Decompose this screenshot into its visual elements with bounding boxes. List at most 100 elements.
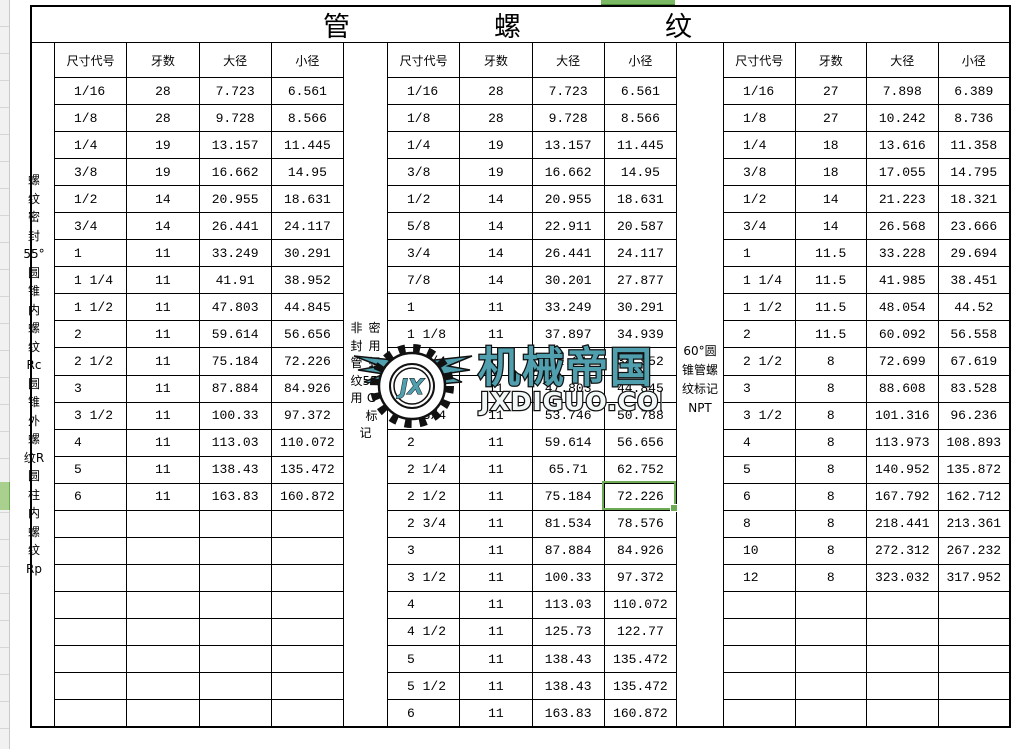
left-data-cell[interactable]: 87.884 <box>199 376 271 403</box>
left-data-cell[interactable]: 19 <box>127 132 199 160</box>
left-data-cell[interactable]: 2 1/2 <box>55 348 127 376</box>
middle-header-cell[interactable]: 小径 <box>604 43 676 78</box>
right-empty-cell[interactable] <box>795 646 866 674</box>
middle-data-cell[interactable]: 97.372 <box>604 565 676 592</box>
right-empty-cell[interactable] <box>795 619 866 646</box>
left-data-cell[interactable]: 11 <box>127 267 199 295</box>
left-data-cell[interactable]: 11 <box>127 430 199 457</box>
right-data-cell[interactable]: 1/8 <box>724 105 795 133</box>
right-empty-cell[interactable] <box>938 619 1009 646</box>
left-empty-cell[interactable] <box>271 538 343 565</box>
middle-data-cell[interactable]: 13.157 <box>532 132 604 160</box>
middle-data-cell[interactable]: 163.83 <box>544 705 592 721</box>
middle-data-cell[interactable]: 20.587 <box>604 213 676 241</box>
right-data-cell[interactable]: 8 <box>795 376 866 403</box>
right-data-cell[interactable]: 18.321 <box>938 186 1009 214</box>
middle-data-cell[interactable]: 47.803 <box>532 376 604 403</box>
right-data-cell[interactable]: 267.232 <box>938 538 1009 565</box>
middle-data-cell[interactable]: 135.472 <box>604 646 676 674</box>
left-data-cell[interactable]: 11 <box>127 403 199 430</box>
right-data-cell[interactable]: 1 <box>724 240 795 268</box>
left-empty-cell[interactable] <box>55 511 127 538</box>
right-data-cell[interactable]: 8 <box>795 565 866 592</box>
left-empty-cell[interactable] <box>55 700 126 726</box>
left-empty-cell[interactable] <box>271 646 343 674</box>
middle-data-cell[interactable]: 160.872 <box>613 705 668 721</box>
middle-data-cell[interactable]: 33.249 <box>532 294 604 322</box>
left-data-cell[interactable]: 75.184 <box>199 348 271 376</box>
left-data-cell[interactable]: 16.662 <box>199 159 271 187</box>
right-empty-cell[interactable] <box>724 646 795 674</box>
left-data-cell[interactable]: 14.95 <box>271 159 343 187</box>
right-data-cell[interactable]: 14 <box>795 213 866 241</box>
right-data-cell[interactable]: 323.032 <box>867 565 938 592</box>
left-empty-cell[interactable] <box>199 592 271 619</box>
middle-data-cell[interactable]: 53.746 <box>532 403 604 430</box>
left-data-cell[interactable]: 56.656 <box>271 321 343 349</box>
right-empty-cell[interactable] <box>867 646 938 674</box>
right-data-cell[interactable]: 8 <box>724 511 795 538</box>
left-empty-cell[interactable] <box>127 592 199 619</box>
right-data-cell[interactable]: 83.528 <box>938 376 1009 403</box>
middle-data-cell[interactable]: 5 1/2 <box>388 673 460 701</box>
left-data-cell[interactable]: 84.926 <box>271 376 343 403</box>
left-data-cell[interactable]: 4 <box>55 430 127 457</box>
right-data-cell[interactable]: 135.872 <box>938 457 1009 484</box>
left-empty-cell[interactable] <box>271 592 343 619</box>
left-empty-cell[interactable] <box>127 511 199 538</box>
middle-data-cell[interactable]: 11 <box>460 457 532 484</box>
right-data-cell[interactable]: 140.952 <box>867 457 938 484</box>
right-data-cell[interactable]: 38.451 <box>938 267 1009 295</box>
middle-data-cell[interactable]: 81.534 <box>532 511 604 538</box>
right-empty-cell[interactable] <box>795 592 866 619</box>
left-data-cell[interactable]: 138.43 <box>199 457 271 484</box>
right-data-cell[interactable]: 48.054 <box>867 294 938 322</box>
middle-data-cell[interactable]: 11 <box>460 376 532 403</box>
right-data-cell[interactable]: 18 <box>795 159 866 187</box>
right-data-cell[interactable]: 2 1/2 <box>724 348 795 376</box>
left-data-cell[interactable]: 163.83 <box>199 484 271 511</box>
right-data-cell[interactable]: 60.092 <box>867 321 938 349</box>
left-data-cell[interactable]: 14 <box>127 213 199 241</box>
right-empty-cell[interactable] <box>724 592 795 619</box>
right-data-cell[interactable]: 3/8 <box>724 159 795 187</box>
right-data-cell[interactable]: 96.236 <box>938 403 1009 430</box>
right-empty-cell[interactable] <box>939 700 1010 726</box>
right-data-cell[interactable]: 1/16 <box>724 78 795 106</box>
middle-data-cell[interactable]: 34.939 <box>604 321 676 349</box>
middle-data-cell[interactable]: 59.614 <box>532 430 604 457</box>
left-data-cell[interactable]: 28 <box>127 78 199 106</box>
middle-data-cell[interactable]: 84.926 <box>604 538 676 565</box>
middle-header-cell[interactable]: 牙数 <box>460 43 532 78</box>
right-data-cell[interactable]: 108.893 <box>938 430 1009 457</box>
right-data-cell[interactable]: 3 <box>724 376 795 403</box>
middle-data-cell[interactable]: 14 <box>460 213 532 241</box>
right-data-cell[interactable]: 6 <box>724 484 795 511</box>
middle-data-cell[interactable]: 50.788 <box>604 403 676 430</box>
left-data-cell[interactable]: 100.33 <box>199 403 271 430</box>
middle-data-cell[interactable]: 24.117 <box>604 240 676 268</box>
right-data-cell[interactable]: 8 <box>795 511 866 538</box>
left-data-cell[interactable]: 1 1/2 <box>55 294 127 322</box>
right-data-cell[interactable]: 162.712 <box>938 484 1009 511</box>
left-empty-cell[interactable] <box>55 646 127 674</box>
left-data-cell[interactable]: 1 1/4 <box>55 267 127 295</box>
left-data-cell[interactable]: 11 <box>127 294 199 322</box>
middle-data-cell[interactable]: 26.441 <box>532 240 604 268</box>
right-empty-cell[interactable] <box>867 619 938 646</box>
right-data-cell[interactable]: 8 <box>795 348 866 376</box>
right-empty-cell[interactable] <box>938 646 1009 674</box>
right-empty-cell[interactable] <box>795 673 866 701</box>
middle-data-cell[interactable]: 11 <box>460 321 532 349</box>
middle-data-cell[interactable]: 72.226 <box>604 484 676 511</box>
right-data-cell[interactable]: 10.242 <box>867 105 938 133</box>
right-header-cell[interactable]: 大径 <box>867 43 938 78</box>
right-empty-cell[interactable] <box>724 619 795 646</box>
middle-data-cell[interactable]: 14 <box>460 267 532 295</box>
middle-data-cell[interactable]: 1/8 <box>388 105 460 133</box>
left-empty-cell[interactable] <box>271 619 343 646</box>
right-data-cell[interactable]: 8 <box>795 484 866 511</box>
middle-data-cell[interactable]: 6 <box>407 705 415 721</box>
left-header-cell[interactable]: 小径 <box>271 43 343 78</box>
middle-data-cell[interactable]: 11 <box>460 619 532 646</box>
